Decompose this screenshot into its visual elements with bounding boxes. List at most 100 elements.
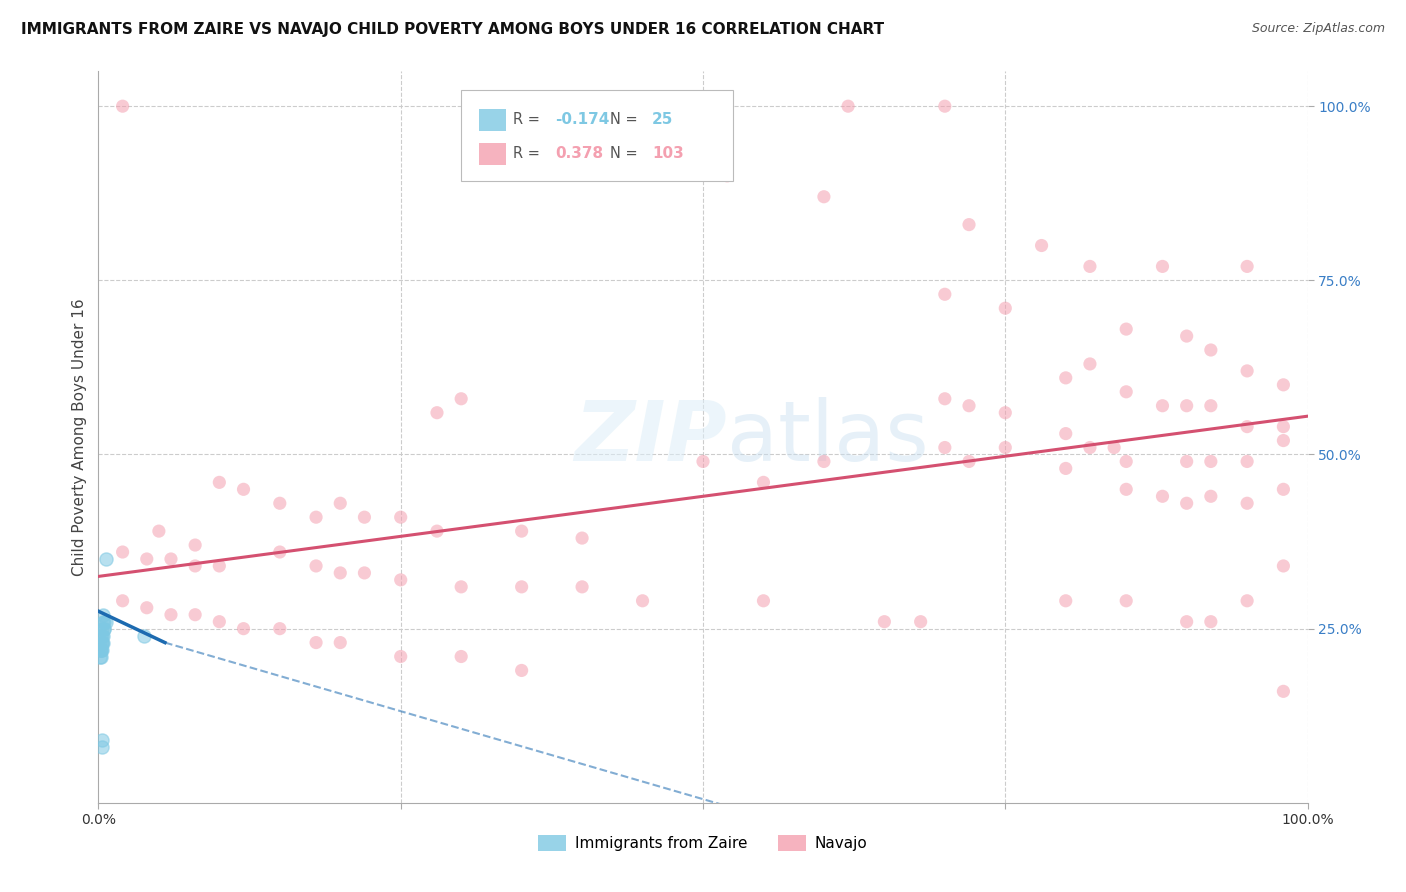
Point	[91, 740, 114, 755]
Point	[994, 441, 1017, 455]
Text: 103: 103	[652, 145, 683, 161]
Text: N =: N =	[610, 112, 643, 128]
Point	[353, 566, 375, 580]
Point	[1078, 441, 1101, 455]
Point	[957, 399, 980, 413]
Point	[305, 558, 328, 573]
Point	[1175, 496, 1198, 510]
Point	[873, 615, 896, 629]
Point	[1199, 489, 1222, 503]
Text: Source: ZipAtlas.com: Source: ZipAtlas.com	[1251, 22, 1385, 36]
Point	[91, 629, 114, 643]
Point	[91, 615, 114, 629]
Point	[94, 552, 117, 566]
Text: ZIP: ZIP	[575, 397, 727, 477]
Point	[91, 629, 114, 643]
Point	[389, 510, 412, 524]
Point	[1236, 364, 1258, 378]
Point	[208, 558, 231, 573]
Point	[208, 615, 231, 629]
Point	[837, 99, 859, 113]
Point	[91, 642, 114, 657]
Point	[1199, 399, 1222, 413]
Text: -0.174: -0.174	[555, 112, 610, 128]
Point	[1078, 357, 1101, 371]
Point	[1272, 419, 1295, 434]
Text: 0.378: 0.378	[555, 145, 603, 161]
Point	[1236, 594, 1258, 608]
Point	[1272, 377, 1295, 392]
Point	[1115, 322, 1137, 336]
Point	[1175, 615, 1198, 629]
Point	[450, 392, 472, 406]
Point	[813, 190, 835, 204]
Point	[426, 524, 449, 538]
Point	[957, 454, 980, 468]
Point	[631, 594, 654, 608]
Point	[89, 642, 111, 657]
Point	[510, 580, 533, 594]
Text: atlas: atlas	[727, 397, 929, 477]
Point	[135, 600, 157, 615]
Point	[1272, 684, 1295, 698]
Point	[91, 733, 114, 747]
Point	[305, 635, 328, 649]
Point	[571, 531, 593, 545]
Point	[450, 649, 472, 664]
Point	[89, 649, 111, 664]
Point	[1031, 238, 1053, 252]
Point	[692, 454, 714, 468]
Point	[160, 607, 183, 622]
Point	[994, 301, 1017, 316]
Point	[232, 483, 254, 497]
Point	[134, 629, 156, 643]
Point	[934, 441, 956, 455]
Point	[90, 642, 112, 657]
Point	[1199, 454, 1222, 468]
Point	[426, 406, 449, 420]
Point	[510, 664, 533, 678]
Point	[1236, 260, 1258, 274]
Point	[752, 594, 775, 608]
Legend: Immigrants from Zaire, Navajo: Immigrants from Zaire, Navajo	[533, 830, 873, 857]
Point	[510, 524, 533, 538]
Point	[208, 475, 231, 490]
Point	[716, 169, 738, 183]
Point	[389, 573, 412, 587]
Point	[329, 566, 352, 580]
Point	[752, 475, 775, 490]
Point	[111, 594, 134, 608]
Point	[90, 649, 112, 664]
Point	[135, 552, 157, 566]
Point	[91, 635, 114, 649]
Point	[1175, 329, 1198, 343]
Point	[90, 642, 112, 657]
Point	[91, 635, 114, 649]
Point	[957, 218, 980, 232]
Point	[934, 287, 956, 301]
Point	[1102, 441, 1125, 455]
Point	[269, 622, 291, 636]
Point	[184, 607, 207, 622]
Point	[1054, 461, 1077, 475]
Point	[1236, 419, 1258, 434]
Point	[329, 635, 352, 649]
Point	[148, 524, 170, 538]
Point	[94, 615, 117, 629]
Text: R =: R =	[513, 112, 544, 128]
Point	[91, 635, 114, 649]
Point	[1115, 483, 1137, 497]
Point	[111, 545, 134, 559]
Point	[571, 580, 593, 594]
Point	[1115, 594, 1137, 608]
Point	[1272, 558, 1295, 573]
Point	[1199, 615, 1222, 629]
Point	[353, 510, 375, 524]
Text: R =: R =	[513, 145, 544, 161]
Point	[93, 622, 115, 636]
Point	[1115, 454, 1137, 468]
Point	[269, 545, 291, 559]
Point	[93, 622, 115, 636]
Point	[1054, 426, 1077, 441]
Point	[160, 552, 183, 566]
